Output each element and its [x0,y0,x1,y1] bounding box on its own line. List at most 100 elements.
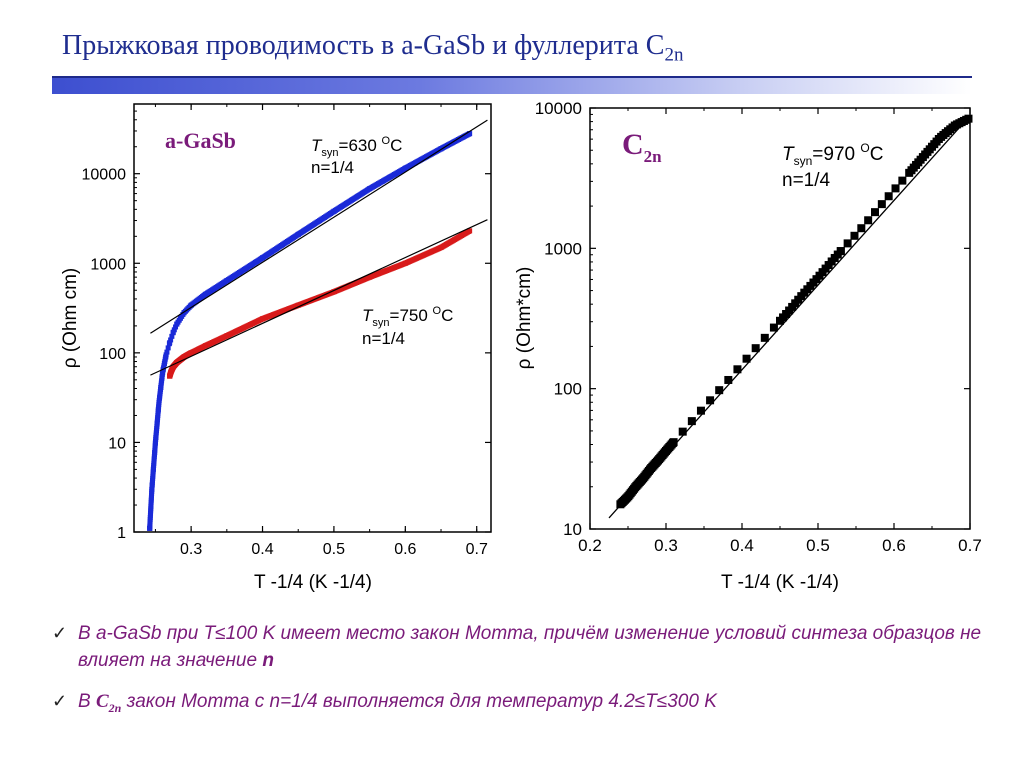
data-point [169,333,175,339]
conclusion-text-part: В [78,691,96,712]
data-point [871,208,879,217]
data-point [760,333,769,342]
data-point [438,245,444,251]
data-point [706,396,715,405]
x-tick-label: 0.6 [882,536,906,555]
data-point [188,302,194,308]
data-point [864,216,873,225]
data-point [733,365,742,374]
conclusion-text-part: В a-GaSb при T≤100 K имеет место закон М… [78,623,982,671]
annotation-630-n: n=1/4 [311,158,354,177]
data-point [891,184,900,193]
data-point [331,289,337,295]
c2n-base: C [95,691,109,712]
chart-panel-a-gasb: 0.3 0.4 0.5 0.6 0.7 1 10 100 1000 10000 a-GaSb Ts… [60,103,492,593]
y-axis-label-right: ρ (Ohm*cm) [514,267,535,370]
panel-label-a-gasb: a-GaSb [165,128,236,153]
panel-label-c2n-sub: 2n [644,147,663,166]
x-tick-label: 0.4 [251,541,273,558]
data-point [751,344,760,353]
annotation-970: Tsyn=970 OC [782,141,883,168]
conclusion-item: ✓ В C2n закон Мотта с n=1/4 выполняется … [52,688,982,722]
data-point [843,239,852,248]
x-tick-label: 0.7 [466,541,488,558]
conclusions-list: ✓ В a-GaSb при T≤100 K имеет место закон… [52,620,982,736]
title-gradient-bar [52,78,972,94]
x-tick-label: 0.2 [578,536,602,555]
data-point [260,316,266,322]
conclusion-text: В a-GaSb при T≤100 K имеет место закон М… [78,620,982,674]
y-tick-label: 100 [554,380,582,399]
data-point [742,354,751,363]
data-point [836,247,845,256]
data-point [295,302,301,308]
data-point [402,165,408,171]
fit-line [150,119,488,334]
c2n-formula: C2n [95,691,122,715]
data-point [724,375,733,384]
data-point [295,231,301,237]
annotation-970-n: n=1/4 [782,170,831,191]
data-point [224,333,230,339]
x-tick-label: 0.7 [958,536,982,555]
y-tick-label: 1000 [544,239,582,258]
title-divider-line [52,76,972,78]
data-point [715,386,724,395]
x-tick-label: 0.4 [730,536,754,555]
data-point [669,438,678,447]
data-point [850,231,859,240]
y-tick-label: 10 [563,520,582,539]
data-point [173,324,179,330]
data-point [164,349,170,355]
fit-lines-left [150,119,488,376]
data-point [877,200,886,209]
checkmark-icon: ✓ [52,623,68,643]
slide-title-subscript: 2n [664,44,684,66]
data-point [181,310,187,316]
data-point [174,321,180,327]
x-tick-label: 0.5 [806,536,830,555]
checkmark-icon: ✓ [52,691,68,711]
x-axis-label-right: T -1/4 (K -1/4) [721,572,839,593]
conclusion-bold-n: n [262,650,274,671]
charts-canvas: 0.3 0.4 0.5 0.6 0.7 1 10 100 1000 10000 a-GaSb Ts… [60,99,982,593]
data-point [202,291,208,297]
data-point [367,186,373,192]
y-tick-label: 10 [108,435,126,452]
y-tick-label: 1000 [90,256,126,273]
c2n-subscript: 2n [108,700,122,715]
conclusion-item: ✓ В a-GaSb при T≤100 K имеет место закон… [52,620,982,674]
data-point [678,427,687,436]
series-group-right [616,114,973,509]
annotation-750: Tsyn=750 OC [362,305,453,329]
fit-line [150,219,488,376]
data-point [168,337,174,343]
x-axis-label-left: T -1/4 (K -1/4) [254,572,372,593]
data-point [260,255,266,261]
series-group-left [147,131,473,531]
y-tick-label: 10000 [535,99,582,118]
data-point [202,343,208,349]
data-point [331,208,337,214]
slide-title-main: Прыжковая проводимость в a-GaSb и фуллер… [62,30,665,61]
panel-label-c2n: C2n [622,128,662,166]
data-point [165,345,171,351]
y-tick-label: 10000 [82,167,127,184]
axis-ticks-right: 0.2 0.3 0.4 0.5 0.6 0.7 10 100 1000 10000 [535,99,982,555]
data-point [467,228,473,234]
data-point [898,176,907,185]
data-point [367,274,373,280]
x-tick-label: 0.3 [654,536,678,555]
slide-title: Прыжковая проводимость в a-GaSb и фуллер… [62,30,683,67]
conclusion-text-part: закон Мотта с n=1/4 выполняется для темп… [121,691,717,712]
data-point [224,278,230,284]
data-point [163,354,169,360]
y-tick-label: 1 [117,525,126,542]
data-point [857,224,866,233]
data-point [696,406,705,415]
y-tick-label: 100 [99,346,126,363]
panel-label-c2n-base: C [622,128,644,161]
x-tick-label: 0.5 [323,541,345,558]
axis-ticks-left: 0.3 0.4 0.5 0.6 0.7 1 10 100 1000 10000 [82,103,491,558]
y-axis-label-left: ρ (Ohm cm) [60,268,81,369]
